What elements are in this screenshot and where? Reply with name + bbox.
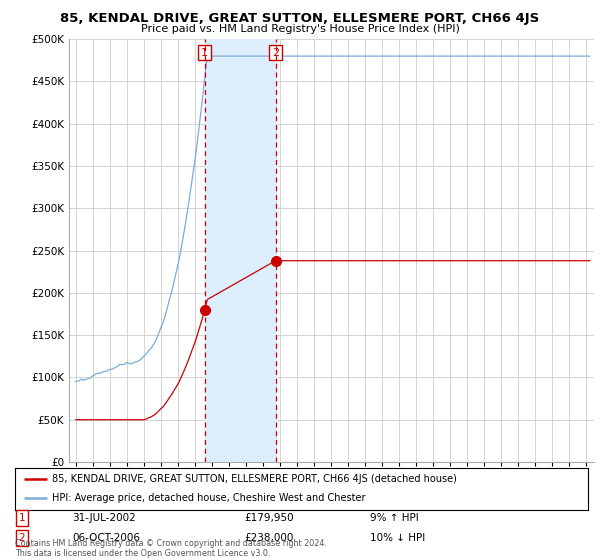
Bar: [205, 39, 275, 462]
Text: 2: 2: [272, 48, 279, 58]
Text: 9% ↑ HPI: 9% ↑ HPI: [370, 513, 419, 523]
Text: 85, KENDAL DRIVE, GREAT SUTTON, ELLESMERE PORT, CH66 4JS: 85, KENDAL DRIVE, GREAT SUTTON, ELLESMER…: [61, 12, 539, 25]
Text: 1: 1: [201, 48, 208, 58]
Text: Price paid vs. HM Land Registry's House Price Index (HPI): Price paid vs. HM Land Registry's House …: [140, 24, 460, 34]
Text: 2: 2: [19, 533, 25, 543]
Text: £179,950: £179,950: [244, 513, 294, 523]
Text: 1: 1: [19, 513, 25, 523]
Text: 85, KENDAL DRIVE, GREAT SUTTON, ELLESMERE PORT, CH66 4JS (detached house): 85, KENDAL DRIVE, GREAT SUTTON, ELLESMER…: [52, 474, 457, 484]
Text: Contains HM Land Registry data © Crown copyright and database right 2024.
This d: Contains HM Land Registry data © Crown c…: [15, 539, 327, 558]
Text: 31-JUL-2002: 31-JUL-2002: [73, 513, 136, 523]
Text: 10% ↓ HPI: 10% ↓ HPI: [370, 533, 425, 543]
Text: HPI: Average price, detached house, Cheshire West and Chester: HPI: Average price, detached house, Ches…: [52, 493, 366, 503]
Text: £238,000: £238,000: [244, 533, 293, 543]
Text: 06-OCT-2006: 06-OCT-2006: [73, 533, 140, 543]
